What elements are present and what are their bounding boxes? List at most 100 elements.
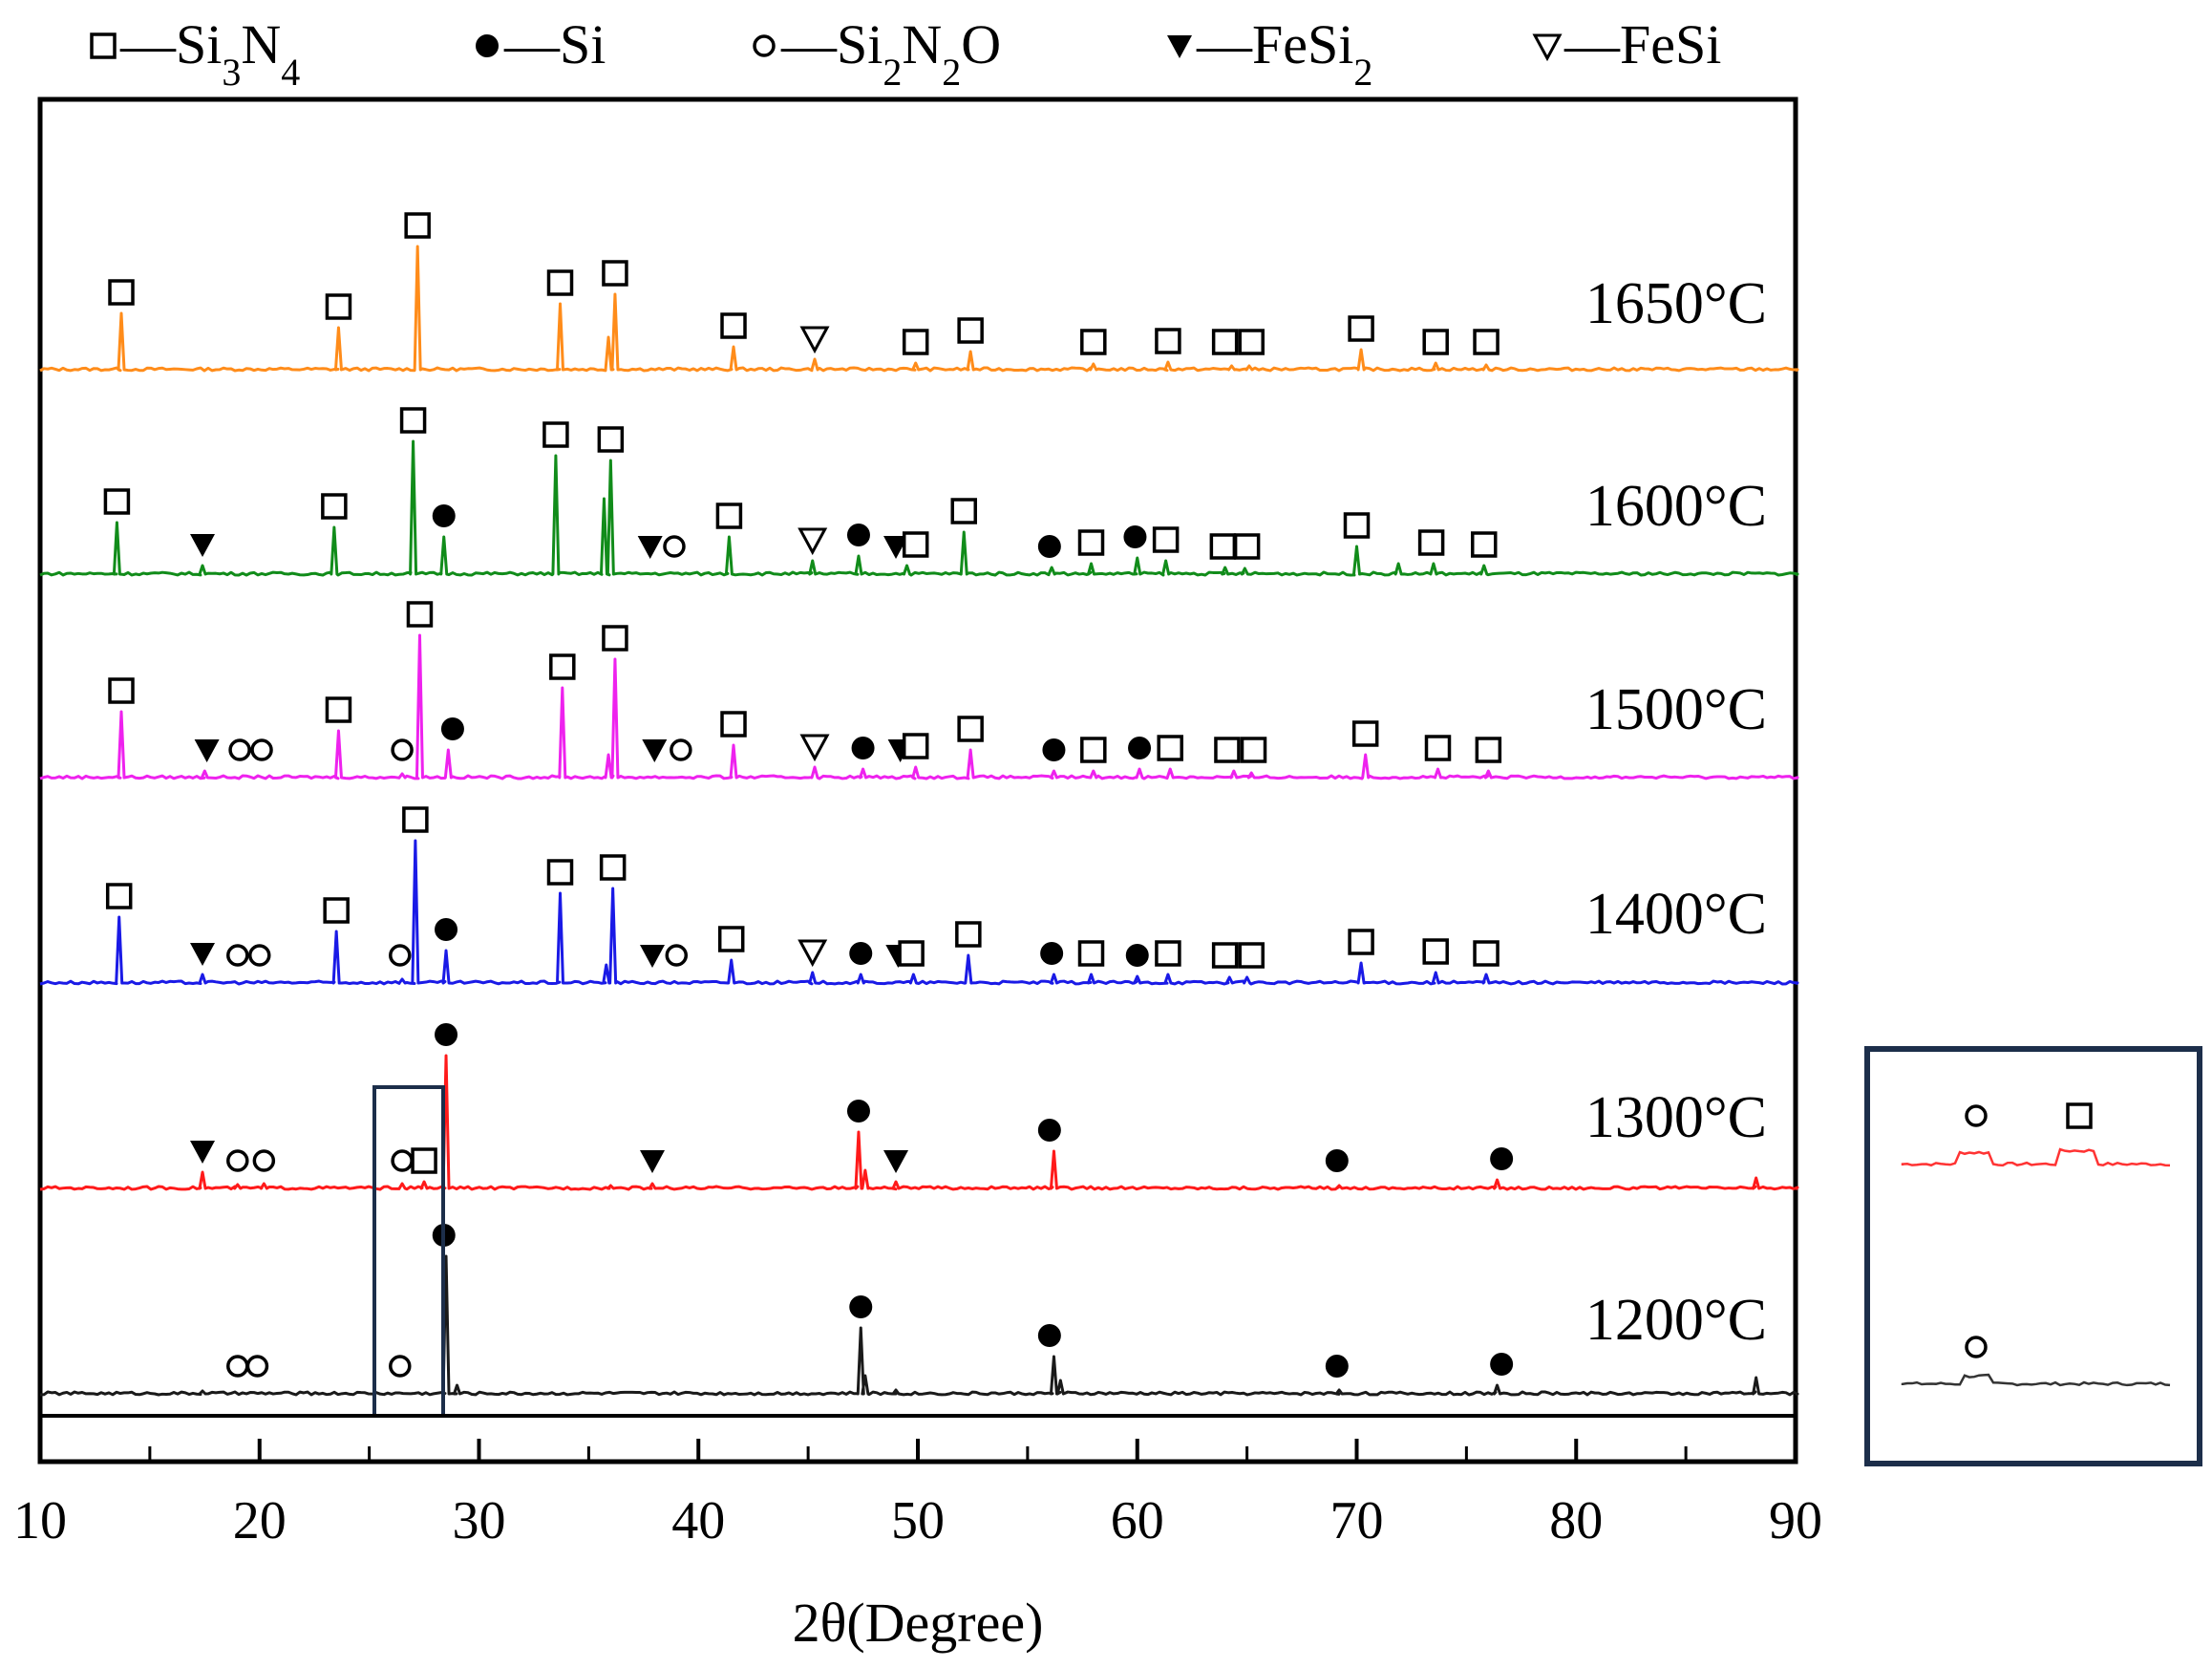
peak-marker xyxy=(1238,942,1265,969)
peak-marker xyxy=(1077,529,1105,556)
peak-marker xyxy=(325,696,352,723)
temperature-label: 1650°C xyxy=(1585,271,1767,336)
peak-marker xyxy=(391,738,414,761)
peak-marker xyxy=(1123,525,1147,548)
series-layer xyxy=(39,245,1799,1397)
peak-marker xyxy=(957,716,984,742)
legend-label: —Si xyxy=(503,13,606,75)
legend-entry: —Si2N2O xyxy=(753,13,1001,94)
x-tick-label: 60 xyxy=(1111,1491,1164,1550)
peak-marker xyxy=(1211,329,1239,355)
peak-marker xyxy=(720,312,747,339)
legend-label: —FeSi xyxy=(1563,13,1721,75)
series-line xyxy=(39,1254,1799,1397)
plot-frame xyxy=(37,96,1798,1465)
peak-marker xyxy=(640,1150,666,1173)
peak-marker xyxy=(1473,329,1499,355)
marker-layer xyxy=(103,212,1514,1378)
inset xyxy=(1901,1102,2171,1387)
peak-marker xyxy=(402,806,429,833)
peak-marker xyxy=(883,536,909,559)
peak-marker xyxy=(435,918,458,941)
peak-marker xyxy=(1417,529,1445,556)
peak-marker xyxy=(798,939,828,968)
peak-marker xyxy=(1209,533,1237,560)
temperature-label: 1400°C xyxy=(1585,882,1767,947)
peak-marker xyxy=(599,854,627,881)
legend-symbol-icon xyxy=(476,34,499,57)
series-line xyxy=(39,439,1799,577)
peak-marker xyxy=(799,326,830,354)
peak-marker xyxy=(323,897,350,924)
temperature-label: 1300°C xyxy=(1585,1085,1767,1150)
peak-marker xyxy=(190,1141,216,1164)
series-line xyxy=(39,245,1799,373)
inset-marker xyxy=(1965,1336,1988,1358)
peak-marker xyxy=(108,677,135,704)
inset-marker xyxy=(2066,1102,2093,1129)
x-tick-label: 90 xyxy=(1769,1491,1822,1550)
peak-marker xyxy=(1157,735,1183,761)
peak-marker xyxy=(1325,1149,1349,1172)
peak-marker xyxy=(391,1149,414,1172)
peak-marker xyxy=(851,737,875,759)
peak-marker xyxy=(955,921,982,948)
peak-marker xyxy=(1325,1355,1349,1378)
x-axis: 10 20 30 40 50 60 70 80 90 xyxy=(13,1414,1822,1550)
peak-marker xyxy=(799,734,830,762)
peak-marker xyxy=(957,317,984,344)
peak-marker xyxy=(898,940,925,967)
x-tick-label: 20 xyxy=(233,1491,287,1550)
peak-marker xyxy=(1238,329,1265,355)
peak-marker xyxy=(245,1355,269,1378)
peak-marker xyxy=(226,944,249,967)
peak-marker xyxy=(715,503,743,529)
peak-marker xyxy=(1077,940,1105,967)
peak-marker xyxy=(1037,1324,1061,1347)
peak-marker xyxy=(1473,940,1499,967)
peak-marker xyxy=(190,534,216,557)
legend-symbol-icon xyxy=(1167,35,1192,58)
peak-marker xyxy=(597,426,625,453)
peak-marker xyxy=(1490,1353,1514,1376)
peak-marker xyxy=(902,733,929,759)
peak-marker xyxy=(108,279,135,306)
peak-marker xyxy=(1040,942,1064,965)
peak-marker xyxy=(849,1295,873,1318)
peak-marker xyxy=(1037,1119,1061,1142)
x-tick-label: 30 xyxy=(453,1491,506,1550)
peak-marker xyxy=(1037,535,1061,558)
peak-marker xyxy=(1422,329,1449,355)
peak-marker xyxy=(103,488,131,515)
peak-marker xyxy=(389,1355,412,1378)
series-line xyxy=(39,839,1799,986)
peak-marker xyxy=(1343,512,1371,539)
peak-marker xyxy=(640,945,666,968)
peak-marker xyxy=(1080,737,1107,763)
peak-marker xyxy=(1155,940,1181,967)
peak-marker xyxy=(248,944,271,967)
temperature-labels: 1650°C 1600°C 1500°C 1400°C 1300°C 1200°C xyxy=(1585,271,1767,1353)
peak-marker xyxy=(846,524,870,546)
peak-marker xyxy=(637,536,663,559)
peak-marker xyxy=(902,531,929,558)
peak-marker xyxy=(389,944,412,967)
peak-marker xyxy=(105,883,133,909)
legend-entry: —Si xyxy=(476,13,606,75)
peak-marker xyxy=(1490,1147,1514,1170)
legend-label: —Si3N4 xyxy=(119,13,300,94)
temperature-label: 1600°C xyxy=(1585,474,1767,539)
peak-marker xyxy=(1080,329,1107,355)
peak-marker xyxy=(1351,720,1379,747)
legend-label: —Si2N2O xyxy=(780,13,1001,94)
legend-entry: —FeSi2 xyxy=(1167,13,1372,94)
peak-marker xyxy=(325,293,352,320)
series-line xyxy=(39,1054,1799,1191)
peak-marker xyxy=(846,1100,870,1123)
legend: —Si3N4 —Si —Si2N2O —FeSi2 —FeSi xyxy=(90,13,1721,94)
temperature-label: 1200°C xyxy=(1585,1288,1767,1353)
peak-marker xyxy=(663,535,686,558)
peak-marker xyxy=(549,653,576,680)
peak-marker xyxy=(406,601,434,628)
